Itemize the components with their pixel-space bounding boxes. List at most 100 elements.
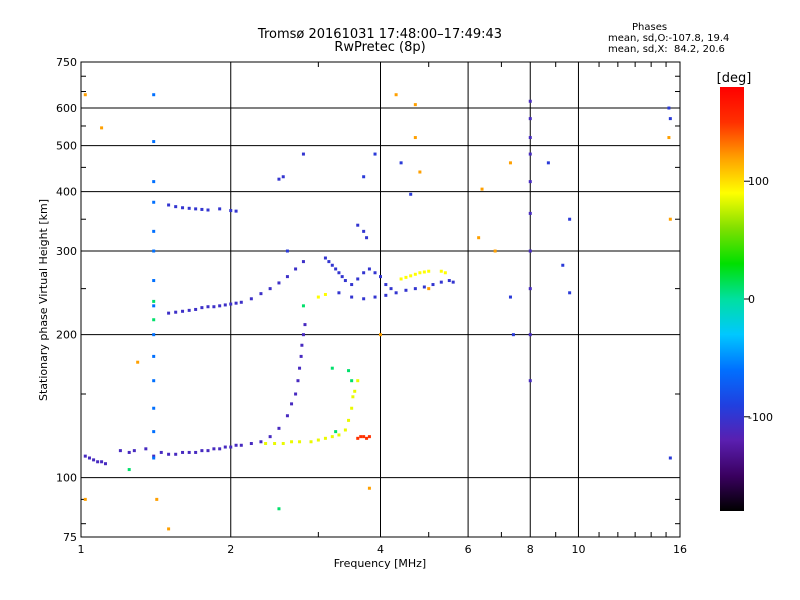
data-point — [194, 450, 198, 454]
data-point — [394, 291, 398, 295]
data-point — [144, 447, 148, 451]
plot-frame — [80, 61, 681, 538]
x-tick-label: 6 — [465, 543, 472, 556]
data-point — [223, 445, 227, 449]
data-point — [439, 269, 443, 273]
x-tick-label: 8 — [527, 543, 534, 556]
data-point — [546, 161, 550, 165]
y-tick-label: 750 — [56, 56, 77, 69]
y-tick-label: 400 — [56, 186, 77, 199]
data-point — [298, 366, 302, 370]
data-point — [447, 279, 451, 283]
data-point — [362, 297, 366, 301]
data-point — [303, 323, 307, 327]
data-point — [277, 177, 281, 181]
data-point — [277, 507, 281, 511]
data-point — [508, 161, 512, 165]
data-point — [422, 285, 426, 289]
y-tick-label: 500 — [56, 140, 77, 153]
data-point — [234, 209, 238, 213]
data-point — [174, 452, 178, 456]
data-point — [568, 217, 572, 221]
data-point — [301, 152, 305, 156]
data-point — [127, 450, 131, 454]
colorbar-tick-label: 100 — [748, 175, 769, 188]
data-point — [528, 136, 532, 140]
data-point — [340, 275, 344, 279]
data-point — [296, 379, 300, 383]
data-points — [83, 93, 672, 531]
data-point — [301, 333, 305, 337]
x-tick-label: 10 — [571, 543, 585, 556]
y-tick-labels: 75 100 200 300 400 500 600 750 — [56, 56, 77, 544]
data-point — [528, 379, 532, 383]
colorbar-label: [deg] — [717, 71, 752, 86]
data-point — [206, 208, 210, 212]
data-point — [259, 292, 263, 296]
data-point — [409, 274, 413, 278]
data-point — [187, 450, 191, 454]
data-point — [508, 295, 512, 299]
data-point — [152, 406, 156, 410]
data-point — [249, 297, 253, 301]
data-point — [493, 249, 497, 253]
data-point — [152, 93, 156, 97]
data-point — [309, 440, 313, 444]
data-point — [294, 392, 298, 396]
data-point — [389, 287, 393, 291]
data-point — [350, 379, 354, 383]
data-point — [281, 175, 285, 179]
y-tick-label: 300 — [56, 245, 77, 258]
data-point — [239, 443, 243, 447]
data-point — [511, 333, 515, 337]
x-tick-label: 16 — [673, 543, 687, 556]
data-point — [384, 293, 388, 297]
data-point — [298, 440, 302, 444]
data-point — [268, 435, 272, 439]
chart-subtitle: RwPretec (8p) — [334, 40, 426, 55]
data-point — [373, 271, 377, 275]
data-point — [249, 442, 253, 446]
data-point — [212, 305, 216, 309]
data-point — [422, 270, 426, 274]
data-point — [362, 435, 366, 439]
data-point — [365, 436, 369, 440]
data-point — [528, 333, 532, 337]
data-point — [350, 283, 354, 287]
colorbar-tick-label: 0 — [748, 293, 755, 306]
data-point — [528, 180, 532, 184]
data-point — [356, 277, 360, 281]
data-point — [347, 418, 351, 422]
data-point — [528, 117, 532, 121]
data-point — [118, 449, 122, 453]
data-point — [409, 192, 413, 196]
data-point — [323, 292, 327, 296]
grid — [81, 62, 680, 537]
data-point — [100, 126, 104, 130]
data-point — [334, 267, 338, 271]
data-point — [330, 435, 334, 439]
data-point — [152, 200, 156, 204]
data-point — [528, 249, 532, 253]
data-point — [152, 379, 156, 383]
data-point — [212, 447, 216, 451]
data-point — [528, 211, 532, 215]
data-point — [356, 379, 360, 383]
data-point — [373, 295, 377, 299]
data-point — [239, 300, 243, 304]
data-point — [294, 267, 298, 271]
data-point — [668, 217, 672, 221]
data-point — [218, 207, 222, 211]
data-point — [427, 269, 431, 273]
data-point — [404, 288, 408, 292]
data-point — [206, 305, 210, 309]
data-point — [234, 301, 238, 305]
data-point — [181, 450, 185, 454]
data-point — [379, 275, 382, 279]
data-point — [277, 426, 281, 430]
data-point — [418, 271, 422, 275]
colorbar-tick-label: -100 — [748, 411, 773, 424]
data-point — [528, 99, 532, 103]
colorbar — [720, 87, 744, 511]
data-point — [300, 343, 304, 347]
